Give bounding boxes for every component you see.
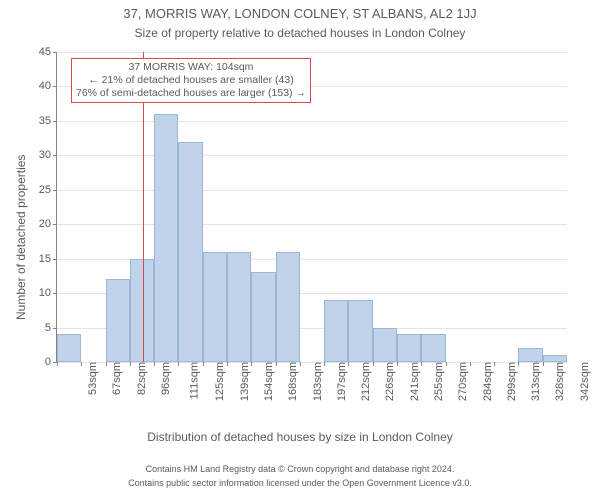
histogram-bar [373,328,397,362]
ytick-label: 40 [39,80,57,92]
xtick-label: 299sqm [500,362,518,401]
xtick-label: 241sqm [403,362,421,401]
gridline [57,52,567,53]
ytick-label: 15 [39,253,57,265]
gridline [57,121,567,122]
xtick-mark [421,362,422,366]
xtick-mark [203,362,204,366]
histogram-bar [421,334,445,362]
xtick-label: 139sqm [233,362,251,401]
xtick-label: 96sqm [154,362,172,395]
xtick-label: 111sqm [183,362,201,400]
ytick-label: 5 [45,322,57,334]
histogram-bar [543,355,567,362]
ytick-label: 30 [39,149,57,161]
histogram-bar [324,300,348,362]
plot-area: 05101520253035404553sqm67sqm82sqm96sqm11… [56,52,567,363]
histogram-bar [276,252,300,362]
xtick-label: 255sqm [427,362,445,401]
xtick-label: 197sqm [330,362,348,401]
xtick-label: 226sqm [379,362,397,401]
annotation-line-2: ← 21% of detached houses are smaller (43… [76,74,306,87]
xtick-label: 67sqm [105,362,123,395]
xtick-mark [251,362,252,366]
xtick-mark [178,362,179,366]
xtick-mark [106,362,107,366]
xtick-mark [348,362,349,366]
xtick-mark [154,362,155,366]
xtick-label: 125sqm [209,362,227,401]
xtick-label: 284sqm [476,362,494,401]
xtick-mark [300,362,301,366]
histogram-bar [57,334,81,362]
xtick-mark [276,362,277,366]
ytick-label: 20 [39,218,57,230]
chart-title-main: 37, MORRIS WAY, LONDON COLNEY, ST ALBANS… [0,6,600,21]
footer-line-1: Contains HM Land Registry data © Crown c… [0,464,600,474]
x-axis-label: Distribution of detached houses by size … [0,430,600,444]
xtick-mark [543,362,544,366]
xtick-label: 270sqm [451,362,469,401]
histogram-bar [178,142,202,362]
histogram-bar [106,279,130,362]
xtick-mark [470,362,471,366]
annotation-line-1: 37 MORRIS WAY: 104sqm [76,61,306,74]
xtick-mark [446,362,447,366]
annotation-box: 37 MORRIS WAY: 104sqm← 21% of detached h… [71,58,311,103]
xtick-label: 168sqm [281,362,299,401]
gridline [57,190,567,191]
xtick-mark [57,362,58,366]
ytick-label: 35 [39,115,57,127]
xtick-label: 183sqm [306,362,324,401]
xtick-mark [130,362,131,366]
xtick-label: 342sqm [573,362,591,401]
xtick-label: 154sqm [257,362,275,401]
xtick-mark [81,362,82,366]
histogram-bar [518,348,542,362]
y-axis-label: Number of detached properties [14,155,28,320]
xtick-mark [494,362,495,366]
histogram-bar [203,252,227,362]
annotation-line-3: 76% of semi-detached houses are larger (… [76,87,306,100]
xtick-mark [324,362,325,366]
histogram-chart: 37, MORRIS WAY, LONDON COLNEY, ST ALBANS… [0,0,600,500]
histogram-bar [251,272,275,362]
ytick-label: 10 [39,287,57,299]
ytick-label: 0 [45,356,57,368]
xtick-mark [227,362,228,366]
histogram-bar [154,114,178,362]
gridline [57,155,567,156]
xtick-label: 328sqm [549,362,567,401]
histogram-bar [348,300,372,362]
chart-title-sub: Size of property relative to detached ho… [0,26,600,40]
xtick-mark [518,362,519,366]
xtick-mark [397,362,398,366]
xtick-label: 313sqm [524,362,542,401]
ytick-label: 45 [39,46,57,58]
xtick-mark [373,362,374,366]
xtick-label: 82sqm [130,362,148,395]
histogram-bar [227,252,251,362]
xtick-label: 53sqm [81,362,99,395]
xtick-label: 212sqm [354,362,372,401]
histogram-bar [397,334,421,362]
ytick-label: 25 [39,184,57,196]
gridline [57,224,567,225]
footer-line-2: Contains public sector information licen… [0,478,600,488]
